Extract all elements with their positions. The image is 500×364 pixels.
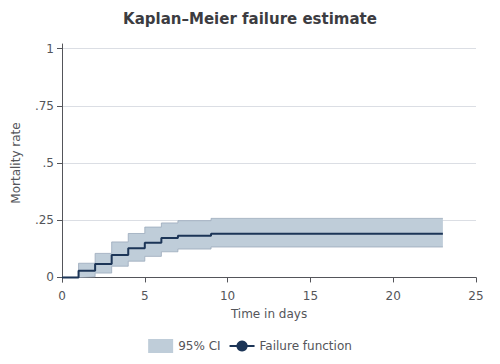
svg-text:15: 15	[303, 289, 318, 303]
svg-text:Time in days: Time in days	[230, 307, 307, 321]
svg-text:95% CI: 95% CI	[178, 339, 220, 353]
svg-text:.25: .25	[35, 213, 54, 227]
svg-text:0: 0	[58, 289, 66, 303]
svg-text:Failure function: Failure function	[260, 339, 352, 353]
svg-text:10: 10	[220, 289, 235, 303]
svg-text:20: 20	[386, 289, 401, 303]
svg-text:.75: .75	[35, 99, 54, 113]
svg-text:.5: .5	[43, 156, 54, 170]
svg-text:Kaplan–Meier failure estimate: Kaplan–Meier failure estimate	[123, 10, 377, 28]
svg-text:5: 5	[141, 289, 149, 303]
svg-text:Mortality rate: Mortality rate	[9, 122, 23, 203]
svg-text:1: 1	[46, 42, 54, 56]
svg-text:25: 25	[468, 289, 483, 303]
svg-text:0: 0	[46, 270, 54, 284]
